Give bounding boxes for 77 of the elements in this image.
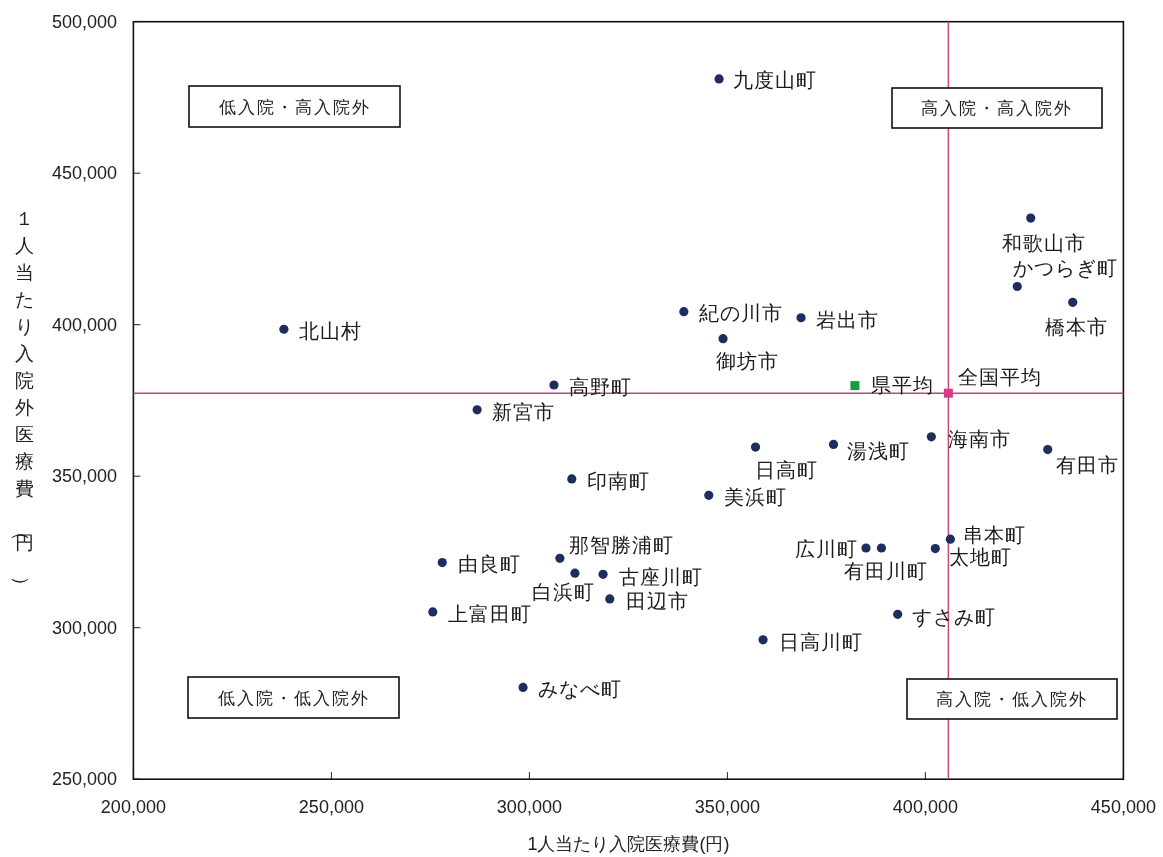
y-tick-label: 350,000 bbox=[51, 466, 117, 487]
data-label: みなべ町 bbox=[538, 678, 623, 701]
point bbox=[930, 544, 940, 554]
annotation: 高入院・低入院外 bbox=[936, 690, 1088, 709]
point bbox=[555, 553, 565, 563]
point bbox=[893, 609, 903, 619]
x-tick-label: 300,000 bbox=[496, 797, 562, 818]
data-label: かつらぎ町 bbox=[1013, 256, 1119, 279]
data-label: 印南町 bbox=[586, 469, 650, 492]
data-label: 由良町 bbox=[458, 552, 522, 575]
point bbox=[472, 405, 482, 415]
data-label: 御坊市 bbox=[716, 349, 780, 372]
point bbox=[828, 439, 839, 449]
series-label: 全国平均 bbox=[958, 366, 1043, 389]
data-label: 上富田町 bbox=[447, 602, 532, 625]
point bbox=[437, 557, 447, 568]
point bbox=[1012, 281, 1022, 292]
annotation: 高入院・高入院外 bbox=[921, 99, 1073, 118]
point bbox=[279, 324, 289, 334]
series-label: 県平均 bbox=[870, 373, 934, 396]
data-label: 田辺市 bbox=[625, 589, 689, 612]
data-label: 九度山町 bbox=[733, 68, 818, 91]
data-label: 新宮市 bbox=[492, 400, 556, 423]
point bbox=[570, 568, 580, 578]
data-label: 太地町 bbox=[949, 545, 1013, 568]
point bbox=[796, 313, 806, 323]
x-tick-label: 200,000 bbox=[100, 797, 166, 818]
x-tick-label: 400,000 bbox=[892, 797, 958, 818]
point bbox=[1026, 213, 1036, 223]
point bbox=[943, 388, 953, 398]
y-tick-label: 400,000 bbox=[51, 314, 117, 335]
data-label: 高野町 bbox=[568, 376, 632, 398]
point bbox=[945, 534, 955, 544]
data-label: 日高川町 bbox=[779, 630, 864, 653]
data-label: 紀の川市 bbox=[698, 301, 783, 324]
point bbox=[750, 442, 761, 452]
data-label: 広川町 bbox=[795, 538, 858, 561]
y-tick-label: 450,000 bbox=[51, 163, 117, 184]
point bbox=[605, 594, 615, 604]
point bbox=[567, 474, 577, 484]
point bbox=[679, 307, 689, 317]
data-label: 有田川町 bbox=[844, 560, 929, 583]
point bbox=[1068, 297, 1078, 307]
data-label: 白浜町 bbox=[532, 581, 596, 604]
annotation: 低入院・高入院外 bbox=[218, 97, 371, 117]
point bbox=[876, 543, 887, 553]
point bbox=[598, 569, 608, 579]
y-tick-label: 250,000 bbox=[51, 769, 117, 790]
point bbox=[549, 380, 559, 390]
data-label: 那智勝浦町 bbox=[568, 534, 674, 557]
data-label: 湯浅町 bbox=[846, 440, 910, 463]
data-label: 美浜町 bbox=[723, 486, 787, 509]
point bbox=[926, 432, 936, 442]
x-axis-title: 1人当たり入院医療費(円) bbox=[527, 834, 730, 854]
point bbox=[861, 543, 871, 553]
annotation: 低入院・低入院外 bbox=[217, 688, 370, 708]
data-label: 岩出市 bbox=[816, 308, 880, 331]
point bbox=[850, 381, 860, 391]
point bbox=[758, 635, 768, 645]
y-tick-label: 300,000 bbox=[51, 617, 117, 638]
y-tick-label: 500,000 bbox=[51, 11, 117, 32]
point bbox=[718, 334, 728, 344]
x-tick-label: 450,000 bbox=[1090, 797, 1156, 818]
data-label: 有田市 bbox=[1055, 453, 1119, 476]
data-label: 北山村 bbox=[298, 320, 362, 343]
point bbox=[714, 74, 724, 84]
point bbox=[704, 490, 714, 500]
point bbox=[428, 607, 438, 617]
data-label: 日高町 bbox=[754, 459, 818, 482]
x-tick-label: 350,000 bbox=[694, 797, 760, 818]
data-label: 橋本市 bbox=[1045, 316, 1109, 339]
x-tick-label: 250,000 bbox=[298, 797, 364, 818]
data-label: 和歌山市 bbox=[1001, 232, 1086, 255]
data-label: 古座川町 bbox=[619, 566, 704, 589]
point bbox=[518, 682, 528, 692]
data-label: 串本町 bbox=[963, 524, 1027, 547]
point bbox=[1043, 444, 1053, 455]
